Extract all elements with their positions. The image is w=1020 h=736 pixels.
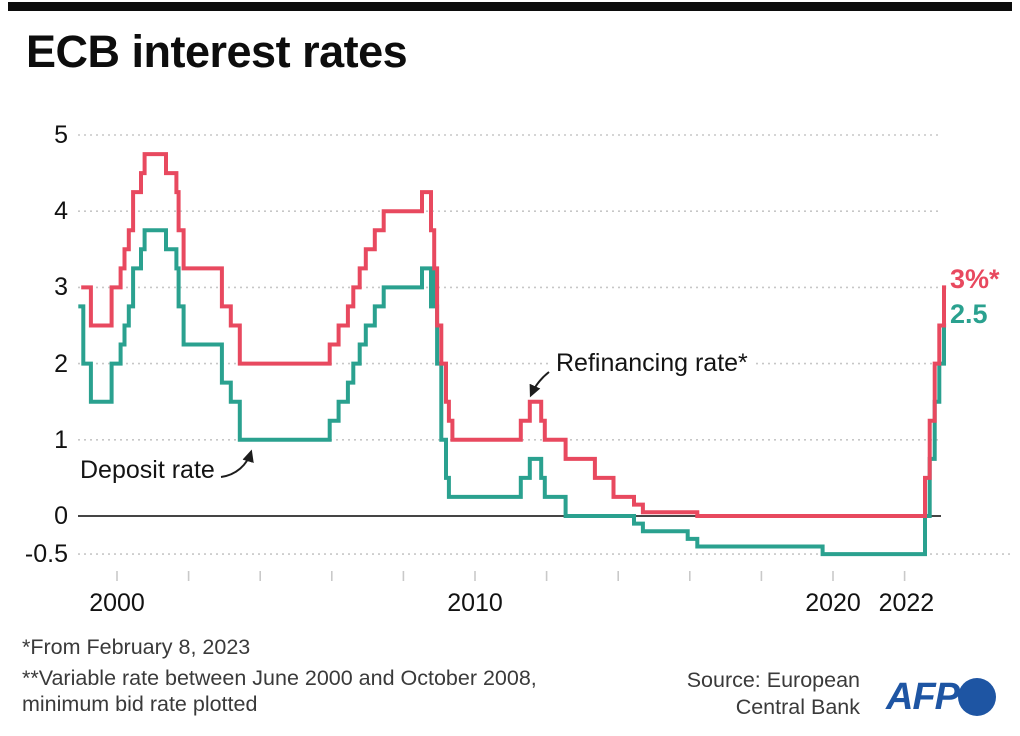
y-axis-label: 2 [54,349,68,378]
x-axis-label: 2022 [878,589,935,617]
afp-logo-circle-icon [958,678,996,716]
refinancing-rate-annotation: Refinancing rate* [552,349,752,378]
x-axis-label: 2020 [805,589,861,617]
x-axis-label: 2000 [89,589,145,617]
top-accent-bar [8,2,1012,11]
series-layer [78,152,947,557]
deposit-annotation-arrow [220,449,254,478]
source-credit: Source: European Central Bank [686,668,860,719]
refinancing-rate-line [81,152,947,518]
footnote-1: *From February 8, 2023 [22,635,251,659]
afp-logo: AFP [886,676,960,718]
deposit-rate-annotation: Deposit rate [76,456,219,485]
y-axis-label: 5 [54,121,68,149]
refinancing-annotation-arrow [529,371,550,398]
y-axis-label: -0.5 [24,540,68,569]
deposit-rate-end-label: 2.5 [950,299,988,329]
page-title: ECB interest rates [26,26,408,77]
y-axis-label: 4 [54,197,68,226]
x-axis-label: 2010 [447,589,503,617]
footnote-2: **Variable rate between June 2000 and Oc… [22,666,537,717]
y-axis-label: 1 [54,425,68,454]
y-axis-label: 3 [54,273,68,302]
deposit-rate-line [78,228,947,557]
refinancing-rate-end-label: 3%* [950,264,1000,294]
y-axis-label: 0 [54,502,68,530]
